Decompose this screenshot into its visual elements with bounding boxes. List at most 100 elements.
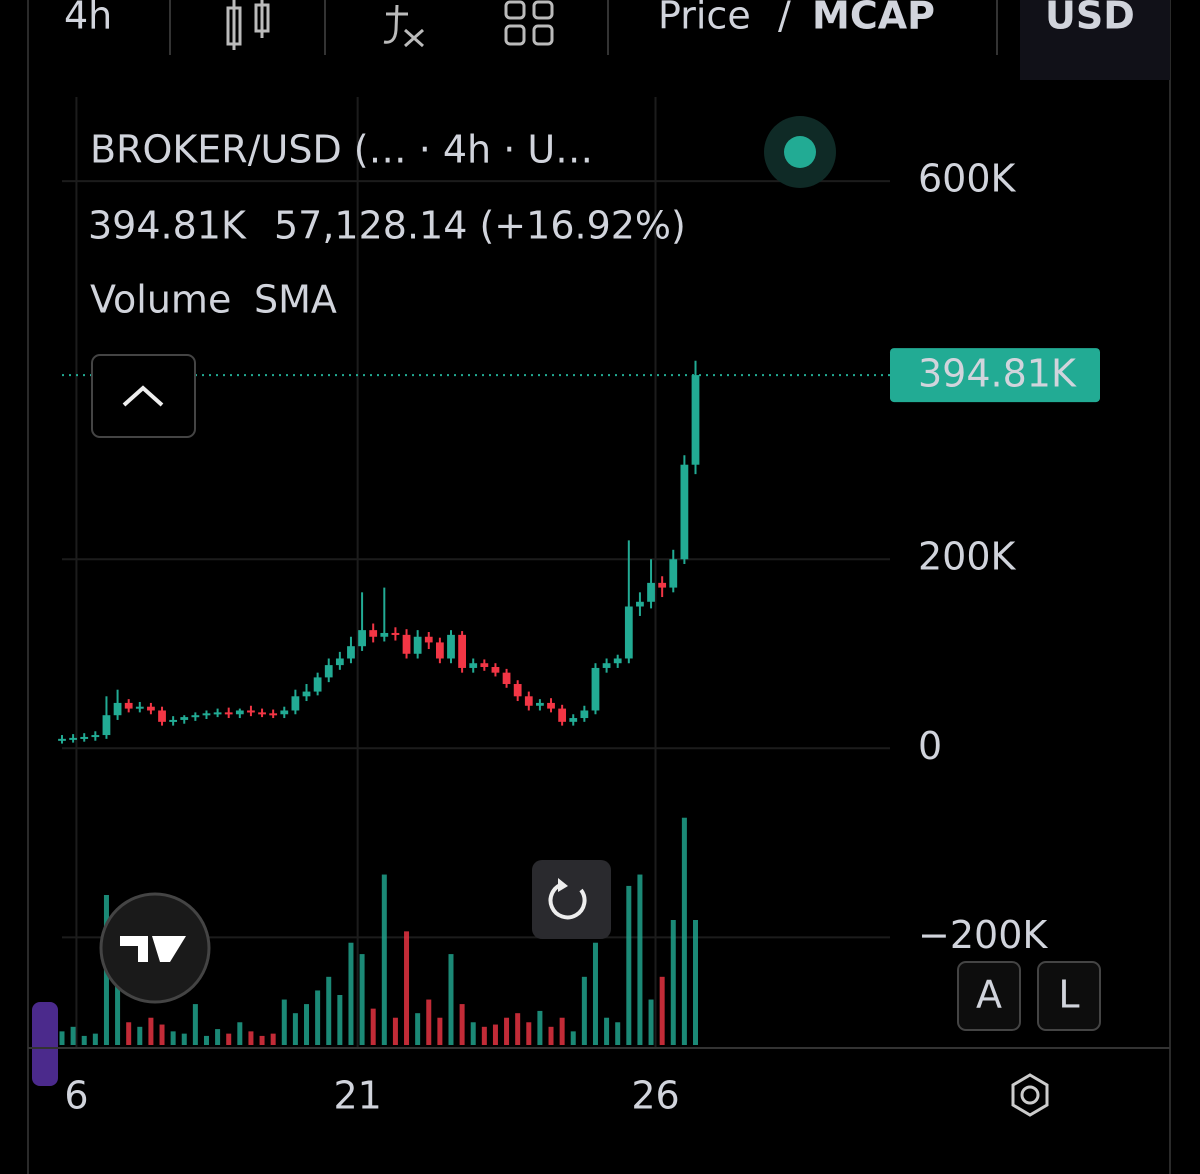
volume-bar xyxy=(270,1033,276,1045)
candle-body xyxy=(636,601,644,607)
x-tick-label: 26 xyxy=(631,1074,679,1118)
change-value: 57,128.14 (+16.92%) xyxy=(274,204,686,248)
volume-bar xyxy=(170,1031,176,1045)
volume-bar xyxy=(648,999,654,1045)
volume-bar xyxy=(592,942,598,1045)
volume-bar xyxy=(515,1013,521,1045)
candle-body xyxy=(613,658,622,664)
candle-body xyxy=(291,696,300,711)
candle-body xyxy=(536,702,544,706)
candle-body xyxy=(624,606,633,659)
volume-bar xyxy=(459,1004,465,1045)
log-scale-button[interactable] xyxy=(1037,961,1101,1031)
candle-body xyxy=(80,736,89,739)
volume-bar xyxy=(548,1026,554,1045)
candle-body xyxy=(258,712,266,715)
candle-body xyxy=(413,636,422,654)
volume-bar xyxy=(115,976,121,1045)
candle-body xyxy=(124,702,133,709)
candle-body xyxy=(391,632,400,635)
volume-bar xyxy=(437,1017,443,1045)
side-handle[interactable] xyxy=(32,1002,58,1086)
auto-scale-label: A xyxy=(976,973,1002,1017)
volume-bar xyxy=(404,931,410,1045)
mcap-toggle[interactable]: MCAP xyxy=(812,0,935,38)
indicator-type: SMA xyxy=(254,278,337,322)
volume-bar xyxy=(526,1022,532,1045)
candle-body xyxy=(569,718,578,722)
volume-bar xyxy=(637,874,643,1045)
volume-bar xyxy=(615,1022,621,1045)
logo-button[interactable] xyxy=(99,892,211,1004)
settings-icon xyxy=(1020,1085,1040,1105)
last-value: 394.81K xyxy=(88,204,247,248)
volume-bar xyxy=(570,1031,576,1045)
volume-bar xyxy=(148,1017,154,1045)
volume-bar xyxy=(137,1026,143,1045)
y-tick-label: 200K xyxy=(918,535,1017,579)
candle-body xyxy=(680,464,689,560)
indicators-button[interactable] xyxy=(383,4,424,48)
volume-bar xyxy=(237,1022,243,1045)
reset-button[interactable] xyxy=(532,860,611,939)
candle-body xyxy=(347,646,355,659)
volume-bar xyxy=(292,1013,298,1045)
settings-button[interactable] xyxy=(1011,1073,1049,1117)
candle-body xyxy=(324,665,333,678)
x-tick-label: 21 xyxy=(333,1074,381,1118)
interval-button[interactable]: 4h xyxy=(64,0,112,38)
candle-body xyxy=(602,663,611,668)
y-tick-label: 0 xyxy=(918,724,942,768)
candle-body xyxy=(547,702,555,709)
candle-body xyxy=(424,636,433,643)
chart-title: BROKER/USD (… · 4h · U… xyxy=(90,128,593,172)
candle-type-button[interactable] xyxy=(226,0,270,50)
candle-body xyxy=(158,710,166,722)
volume-bar xyxy=(215,1029,221,1045)
volume-bar xyxy=(537,1010,543,1045)
volume-bar xyxy=(370,1008,376,1045)
candle-body xyxy=(502,672,511,685)
candle-body xyxy=(513,684,522,697)
candle-body xyxy=(491,667,500,673)
volume-bar xyxy=(359,954,365,1045)
y-tick-label: 600K xyxy=(918,157,1017,201)
layout-button[interactable] xyxy=(504,0,554,46)
candle-body xyxy=(191,715,200,718)
collapse-button[interactable] xyxy=(91,354,196,438)
volume-bar xyxy=(448,954,454,1045)
volume-bar xyxy=(259,1035,265,1045)
price-toggle[interactable]: Price xyxy=(658,0,751,38)
volume-bar xyxy=(604,1017,610,1045)
volume-bar xyxy=(126,1022,132,1045)
volume-bar xyxy=(426,999,432,1045)
candle-body xyxy=(458,634,466,668)
candle-body xyxy=(669,559,678,588)
reset-arrow xyxy=(558,878,568,892)
currency-toggle[interactable]: USD xyxy=(1045,0,1135,38)
candle-body xyxy=(647,582,655,602)
candle-body xyxy=(147,706,155,711)
candle-body xyxy=(358,630,366,647)
last-price-label: 394.81K xyxy=(918,352,1077,396)
x-tick-label: 6 xyxy=(64,1074,88,1118)
candle-body xyxy=(691,375,700,465)
candle-body xyxy=(91,735,100,738)
volume-bar xyxy=(315,990,321,1045)
volume-bar xyxy=(81,1035,87,1045)
candle-body xyxy=(313,677,322,692)
candle-body xyxy=(135,706,144,709)
logo xyxy=(120,936,186,962)
candle-body xyxy=(580,710,589,719)
volume-bar xyxy=(659,976,665,1045)
candle-body xyxy=(269,713,278,716)
volume-bar xyxy=(392,1017,398,1045)
volume-bar xyxy=(92,1033,98,1045)
candle-body xyxy=(380,632,389,637)
last-price-box xyxy=(890,348,1100,403)
indicator-name: Volume xyxy=(90,278,231,322)
candle-body xyxy=(180,717,189,720)
auto-scale-button[interactable] xyxy=(957,961,1021,1031)
candle-body xyxy=(658,582,667,588)
candle-body xyxy=(435,642,444,659)
